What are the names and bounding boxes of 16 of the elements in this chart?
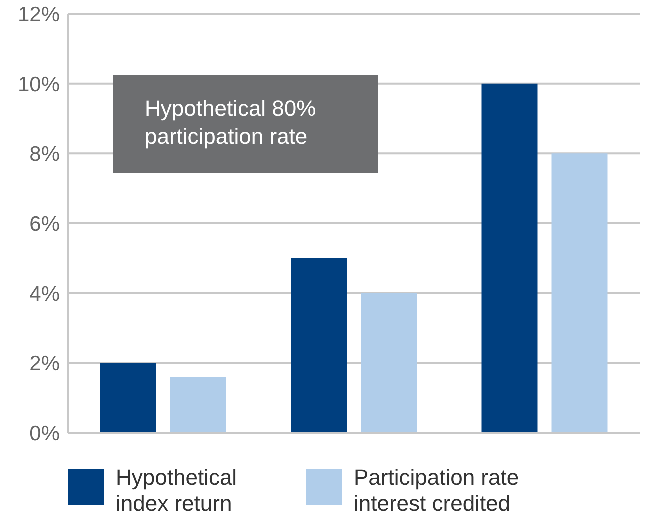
y-tick-label: 8% [30, 143, 60, 166]
bar [552, 154, 608, 433]
y-tick-label: 10% [18, 73, 60, 96]
y-tick-label: 0% [30, 422, 60, 446]
y-tick-label: 4% [30, 282, 60, 306]
y-tick-label: 6% [30, 212, 60, 236]
y-tick-label: 2% [30, 352, 60, 376]
bar [170, 377, 226, 433]
y-tick-label: 12% [18, 3, 60, 26]
bar [100, 363, 156, 433]
bar [482, 84, 538, 433]
legend-label: Hypothetical index return [116, 465, 238, 517]
note-box: Hypothetical 80% participation rate [113, 75, 378, 173]
bar [361, 293, 418, 433]
legend-label: Participation rate interest credited [354, 465, 520, 517]
bar [291, 258, 348, 433]
